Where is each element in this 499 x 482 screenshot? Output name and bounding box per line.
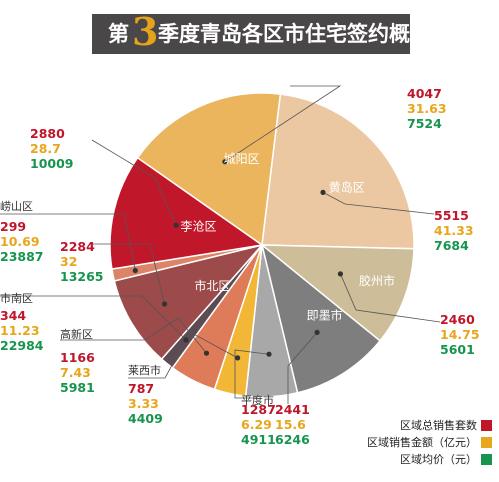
slice-name-label: 市北区 bbox=[194, 278, 230, 293]
pie-slice-11 bbox=[109, 156, 264, 270]
legend-label: 区域均价（元） bbox=[400, 453, 477, 466]
price-value: 23887 bbox=[0, 249, 44, 264]
pie-slices bbox=[109, 92, 415, 398]
slice-dot bbox=[222, 159, 228, 165]
pie-slice-2 bbox=[261, 93, 415, 250]
pie-slice-1 bbox=[136, 92, 282, 247]
leader-line bbox=[90, 243, 165, 305]
amount-value: 32 bbox=[60, 254, 77, 269]
amount-value: 31.63 bbox=[407, 101, 447, 116]
slice-dot bbox=[266, 351, 272, 357]
price-value: 13265 bbox=[60, 269, 104, 284]
count-value: 787 bbox=[128, 381, 154, 396]
slice-dot bbox=[314, 329, 320, 335]
price-value: 5981 bbox=[60, 380, 95, 395]
leader-line bbox=[224, 85, 342, 163]
price-value: 5601 bbox=[440, 342, 475, 357]
legend-label: 区域销售金额（亿元） bbox=[367, 435, 477, 449]
price-value: 7684 bbox=[434, 238, 469, 253]
leader-line bbox=[128, 331, 238, 379]
price-value: 4911 bbox=[241, 432, 276, 447]
slice-dot bbox=[203, 350, 210, 356]
pie-slice-4 bbox=[260, 243, 382, 394]
price-value: 7524 bbox=[407, 116, 442, 131]
price-value: 4409 bbox=[128, 411, 163, 426]
amount-value: 3.33 bbox=[128, 396, 159, 411]
count-value: 344 bbox=[0, 308, 26, 323]
amount-value: 14.75 bbox=[440, 327, 480, 342]
amount-value: 11.23 bbox=[0, 323, 40, 338]
amount-value: 28.7 bbox=[30, 141, 61, 156]
title-banner: 第 3 季度青岛各区市住宅签约概况 bbox=[92, 10, 431, 54]
slice-name-label: 崂山区 bbox=[0, 200, 33, 213]
amount-value: 10.69 bbox=[0, 234, 40, 249]
leader-line bbox=[0, 295, 187, 341]
legend-swatch bbox=[481, 420, 492, 431]
count-value: 2460 bbox=[440, 312, 475, 327]
leader-line bbox=[322, 192, 435, 215]
count-value: 2284 bbox=[60, 239, 95, 254]
leader-line bbox=[287, 332, 318, 404]
leader-line bbox=[340, 273, 441, 323]
legend-label: 区域总销售套数 bbox=[400, 418, 477, 432]
legend-swatch bbox=[481, 437, 492, 448]
slice-name-label: 即墨市 bbox=[307, 308, 343, 323]
price-value: 22984 bbox=[0, 338, 44, 353]
slice-dot bbox=[337, 271, 343, 277]
slice-name-label: 莱西市 bbox=[128, 363, 161, 377]
price-value: 10009 bbox=[30, 156, 74, 171]
count-value: 299 bbox=[0, 219, 26, 234]
count-value: 2880 bbox=[30, 126, 65, 141]
leader-line bbox=[234, 349, 270, 399]
slice-dot bbox=[173, 222, 179, 228]
legend-swatch bbox=[481, 454, 492, 465]
count-value: 2441 bbox=[275, 402, 310, 417]
title-ribbon-shape bbox=[92, 14, 410, 54]
slice-name-label: 城阳区 bbox=[224, 152, 260, 166]
amount-value: 15.6 bbox=[275, 417, 306, 432]
slice-name-label: 黄岛区 bbox=[329, 179, 365, 194]
amount-value: 7.43 bbox=[60, 365, 91, 380]
leader-line bbox=[0, 213, 136, 271]
title-prefix: 第 bbox=[108, 21, 129, 46]
title-suffix: 季度青岛各区市住宅签约概况 bbox=[158, 21, 431, 46]
slice-name-label: 平度市 bbox=[241, 393, 274, 407]
slice-dot bbox=[132, 267, 138, 274]
pie-slice-3 bbox=[259, 244, 415, 342]
pie-slice-9 bbox=[113, 243, 265, 361]
count-value: 5515 bbox=[434, 208, 469, 223]
title-number: 3 bbox=[132, 9, 159, 54]
slice-dot bbox=[161, 301, 168, 307]
leader-line bbox=[60, 317, 207, 354]
leader-line bbox=[91, 139, 177, 226]
slice-dot bbox=[235, 355, 241, 361]
slice-dot bbox=[183, 337, 189, 343]
amount-value: 41.33 bbox=[434, 223, 474, 238]
slice-dot bbox=[320, 189, 326, 195]
price-value: 6246 bbox=[275, 432, 310, 447]
slice-name-label: 市南区 bbox=[0, 291, 33, 305]
count-value: 1287 bbox=[241, 402, 276, 417]
slice-name-label: 高新区 bbox=[60, 327, 93, 341]
count-value: 1166 bbox=[60, 350, 95, 365]
count-value: 4047 bbox=[407, 86, 442, 101]
slice-name-label: 李沧区 bbox=[180, 218, 216, 233]
slice-name-label: 胶州市 bbox=[359, 273, 395, 288]
amount-value: 6.29 bbox=[241, 417, 272, 432]
